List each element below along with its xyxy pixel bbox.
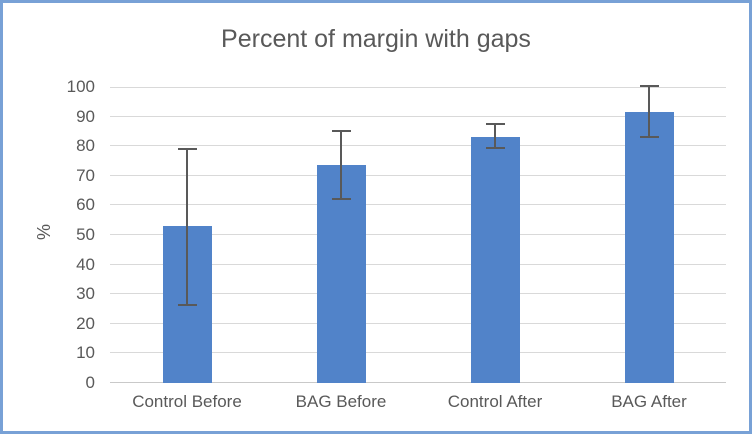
x-category-label: Control Before xyxy=(132,392,242,411)
bar xyxy=(470,137,520,383)
y-tick-label: 70 xyxy=(76,165,95,185)
error-bar-line xyxy=(340,131,342,200)
y-tick-label: 30 xyxy=(76,284,95,304)
x-category-label: BAG Before xyxy=(295,392,387,411)
y-tick-label: 90 xyxy=(76,106,95,126)
y-tick-label: 100 xyxy=(66,77,95,96)
x-category-label: Control After xyxy=(447,392,543,411)
error-bar-cap-bottom xyxy=(331,198,351,201)
bar xyxy=(624,112,674,383)
error-bar-line xyxy=(494,124,496,148)
gridline xyxy=(110,115,726,117)
error-bar-line xyxy=(648,85,650,138)
x-category-label: BAG After xyxy=(611,392,687,411)
x-axis-line xyxy=(110,382,726,383)
y-tick-label: 80 xyxy=(76,136,95,156)
error-bar-cap-bottom xyxy=(177,303,197,306)
gridline xyxy=(110,293,726,295)
plot-area xyxy=(110,84,726,383)
gridline xyxy=(110,145,726,147)
gridline xyxy=(110,204,726,206)
gridline xyxy=(110,352,726,354)
gridline xyxy=(110,87,726,88)
error-bar-cap-top xyxy=(639,84,659,87)
y-tick-label: 0 xyxy=(85,373,95,392)
error-bar-cap-top xyxy=(485,123,505,125)
y-tick-label: 50 xyxy=(76,225,95,244)
gridline xyxy=(110,234,726,235)
y-tick-label: 10 xyxy=(76,343,95,363)
y-tick-label: 60 xyxy=(76,195,95,215)
error-bar-cap-top xyxy=(331,130,351,133)
error-bar-cap-top xyxy=(177,148,197,151)
error-bar-cap-bottom xyxy=(485,146,505,149)
y-tick-label: 20 xyxy=(76,313,95,333)
x-axis-category-labels: Control Before BAG Before Control After BAG… xyxy=(110,392,726,416)
gridline xyxy=(110,263,726,265)
bar xyxy=(316,165,366,383)
error-bar-cap-bottom xyxy=(639,136,659,139)
y-tick-label: 40 xyxy=(76,254,95,274)
chart-title: Percent of margin with gaps xyxy=(221,25,531,53)
gridline xyxy=(110,322,726,324)
error-bar-line xyxy=(186,149,188,305)
gridline xyxy=(110,174,726,176)
y-axis-tick-labels: 0 10 20 30 40 50 60 70 80 90 100 xyxy=(3,78,95,392)
